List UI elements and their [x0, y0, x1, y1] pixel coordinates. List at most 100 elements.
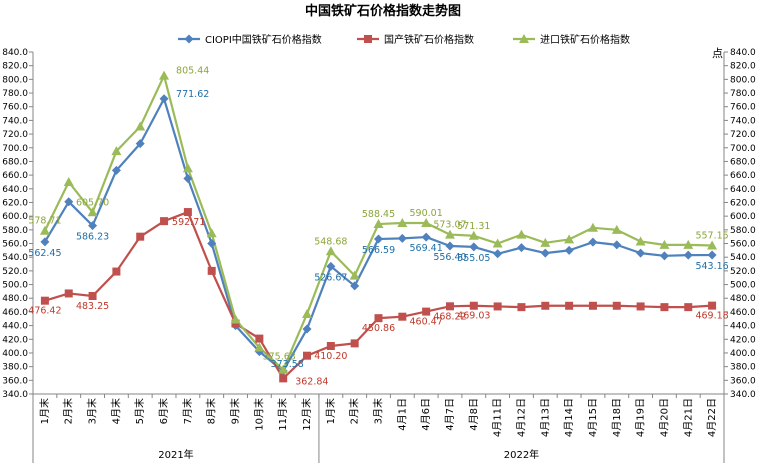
y-tick-label-left: 440.0 — [2, 322, 28, 332]
data-label: 592.71 — [172, 217, 205, 228]
y-tick-label-right: 400.0 — [730, 349, 756, 359]
y-tick-label-left: 420.0 — [2, 335, 28, 345]
triangle-marker — [159, 70, 170, 80]
data-label: 569.41 — [410, 243, 443, 254]
y-tick-label-right: 760.0 — [730, 103, 756, 113]
x-tick-label: 4月14日 — [563, 398, 575, 437]
legend-label: CIOPI中国铁矿石价格指数 — [205, 33, 322, 46]
y-tick-label-right: 420.0 — [730, 335, 756, 345]
x-tick-label: 5月末 — [133, 398, 146, 424]
square-marker — [374, 314, 383, 323]
triangle-marker — [707, 240, 718, 250]
square-marker — [398, 312, 407, 321]
x-tick-label: 7月末 — [181, 398, 194, 424]
diamond-marker — [636, 248, 646, 258]
y-tick-label-left: 620.0 — [2, 198, 28, 208]
square-marker — [684, 303, 693, 312]
x-tick-label: 4月18日 — [611, 398, 623, 437]
triangle-marker — [611, 224, 622, 234]
triangle-marker — [254, 342, 265, 352]
triangle-marker — [397, 218, 408, 227]
y-tick-label-left: 480.0 — [2, 294, 28, 304]
data-label: 588.45 — [362, 209, 395, 220]
square-marker — [40, 296, 49, 305]
x-tick-label: 2月末 — [62, 398, 75, 424]
x-tick-label: 4月1日 — [396, 398, 408, 431]
y-tick-label-left: 840.0 — [2, 48, 28, 58]
y-tick-label-right: 700.0 — [730, 144, 756, 154]
y-tick-label-right: 640.0 — [730, 185, 756, 195]
data-label: 573.07 — [433, 220, 466, 231]
data-label: 548.68 — [314, 236, 347, 247]
square-marker — [231, 319, 240, 328]
diamond-marker — [564, 245, 574, 255]
year-group-label: 2022年 — [504, 448, 539, 461]
data-label: 562.45 — [28, 248, 61, 259]
square-marker — [64, 289, 73, 298]
y-tick-label-left: 780.0 — [2, 89, 28, 99]
diamond-marker — [516, 243, 526, 253]
data-label: 469.18 — [695, 311, 728, 322]
data-label: 586.23 — [76, 232, 109, 243]
data-label: 410.20 — [314, 351, 347, 362]
series-markers — [39, 70, 718, 383]
y-tick-label-right: 460.0 — [730, 308, 756, 318]
x-tick-label: 3月末 — [372, 398, 385, 424]
data-label: 566.59 — [362, 245, 395, 256]
triangle-marker — [230, 314, 241, 324]
y-tick-label-left: 580.0 — [2, 226, 28, 236]
diamond-marker — [683, 250, 693, 260]
triangle-marker — [349, 270, 360, 280]
y-tick-label-right: 780.0 — [730, 89, 756, 99]
square-marker — [183, 208, 192, 217]
diamond-marker — [350, 281, 360, 291]
triangle-marker — [111, 146, 122, 156]
axes: 340.0 340.0 360.0 360.0 380.0 380.0 400.0 400.0… — [2, 48, 756, 463]
data-label: 805.44 — [176, 66, 209, 77]
y-tick-label-right: 840.0 — [730, 48, 756, 58]
year-group-label: 2021年 — [158, 448, 193, 461]
y-tick-label-left: 700.0 — [2, 144, 28, 154]
data-label: 543.16 — [695, 261, 728, 272]
x-tick-label: 8月末 — [205, 398, 218, 424]
triangle-marker — [683, 239, 694, 249]
data-label: 571.31 — [457, 221, 490, 232]
diamond-marker — [135, 139, 145, 149]
x-tick-label: 4月22日 — [706, 398, 718, 437]
data-label: 526.67 — [314, 272, 347, 283]
y-tick-label-left: 820.0 — [2, 62, 28, 72]
diamond-marker — [326, 261, 336, 271]
legend-label: 国产铁矿石价格指数 — [384, 33, 474, 46]
data-label: 450.86 — [362, 323, 395, 334]
y-tick-label-right: 340.0 — [730, 390, 756, 400]
triangle-marker — [182, 163, 193, 173]
y-tick-label-left: 500.0 — [2, 281, 28, 291]
legend-label: 进口铁矿石价格指数 — [540, 33, 630, 46]
square-marker — [136, 232, 145, 241]
diamond-marker — [159, 94, 169, 104]
y-tick-label-left: 800.0 — [2, 75, 28, 85]
x-tick-label: 4月20日 — [658, 398, 670, 437]
diamond-marker — [374, 234, 383, 244]
triangle-marker — [87, 207, 98, 217]
square-marker — [255, 334, 264, 343]
x-tick-label: 4月21日 — [682, 398, 694, 437]
y-tick-label-right: 660.0 — [730, 171, 756, 181]
triangle-marker — [421, 217, 432, 227]
data-label: 373.58 — [271, 359, 304, 370]
data-label: 476.42 — [28, 306, 61, 317]
y-tick-label-left: 740.0 — [2, 116, 28, 126]
diamond-marker — [588, 237, 598, 247]
square-marker — [112, 267, 121, 276]
y-tick-label-right: 560.0 — [730, 240, 756, 250]
y-tick-label-right: 680.0 — [730, 157, 756, 167]
y-tick-label-left: 640.0 — [2, 185, 28, 195]
triangle-marker — [39, 225, 50, 235]
legend: CIOPI中国铁矿石价格指数 国产铁矿石价格指数 进口铁矿石价格指数 — [178, 33, 630, 46]
data-label: 375.63 — [263, 352, 296, 363]
square-marker — [279, 374, 288, 383]
data-label: 460.47 — [410, 317, 443, 328]
triangle-marker — [135, 121, 146, 131]
triangle-marker — [635, 236, 646, 246]
